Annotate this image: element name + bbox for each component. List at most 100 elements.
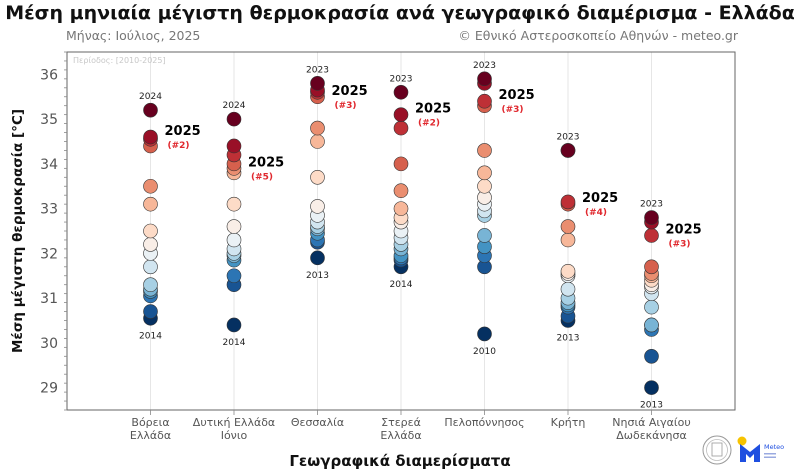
- min-year-label: 2013: [306, 271, 329, 281]
- y-tick-label: 32: [40, 246, 58, 262]
- highlight-year-label: 2025: [332, 84, 368, 99]
- data-point: [393, 183, 409, 199]
- max-year-label: 2024: [139, 92, 162, 102]
- data-point: [226, 317, 242, 333]
- data-point: [143, 277, 158, 293]
- x-tick-label: Βόρεια: [131, 416, 169, 429]
- rank-label: (#3): [502, 105, 524, 115]
- data-point: [477, 178, 492, 194]
- data-point: [560, 143, 576, 158]
- data-point: [310, 134, 325, 149]
- rank-label: (#2): [168, 141, 190, 151]
- data-point: [477, 326, 492, 342]
- x-axis-label: Γεωγραφικά διαμερίσματα: [289, 452, 510, 470]
- data-point: [560, 232, 576, 248]
- data-point: [477, 93, 492, 109]
- x-tick-label: Στερεά: [381, 416, 421, 429]
- data-point: [477, 143, 492, 158]
- x-tick-label: Ελλάδα: [380, 429, 421, 442]
- data-point: [560, 263, 576, 279]
- data-point: [310, 170, 325, 185]
- y-tick-label: 30: [40, 336, 58, 352]
- data-point: [226, 138, 242, 154]
- data-point: [143, 129, 158, 145]
- x-tick-label: Ιόνιο: [221, 429, 248, 442]
- data-point: [560, 281, 576, 297]
- data-point: [226, 232, 242, 248]
- min-year-label: 2014: [223, 338, 246, 348]
- x-tick-label: Δωδεκάνησα: [616, 429, 687, 442]
- rank-label: (#4): [585, 208, 607, 218]
- data-point: [226, 219, 242, 234]
- x-tick-label: Δυτική Ελλάδα: [193, 416, 275, 429]
- data-point: [393, 120, 409, 136]
- period-note: Περίοδος: [2010-2025]: [73, 56, 166, 65]
- highlight-year-label: 2025: [248, 155, 284, 170]
- x-tick-label: Θεσσαλία: [291, 416, 344, 429]
- max-year-label: 2023: [306, 65, 329, 75]
- highlight-year-label: 2025: [582, 191, 618, 206]
- y-tick-label: 31: [40, 291, 58, 307]
- min-year-label: 2014: [390, 280, 413, 290]
- min-year-label: 2010: [473, 347, 496, 357]
- data-point: [310, 120, 325, 136]
- data-point: [477, 228, 492, 243]
- data-point: [310, 199, 325, 214]
- data-point: [143, 223, 158, 239]
- x-tick-label: Ελλάδα: [130, 429, 171, 442]
- logos: Meteo: [702, 435, 784, 465]
- min-year-label: 2013: [640, 401, 663, 411]
- highlight-year-label: 2025: [499, 88, 535, 103]
- y-tick-label: 29: [40, 381, 58, 397]
- min-year-label: 2014: [139, 331, 162, 341]
- data-point: [560, 194, 576, 210]
- data-point: [143, 304, 158, 319]
- y-tick-label: 36: [40, 67, 58, 83]
- meteo-logo: Meteo: [737, 436, 784, 462]
- data-point: [644, 299, 659, 315]
- rank-label: (#3): [335, 101, 357, 111]
- data-point: [310, 76, 325, 91]
- data-point: [393, 156, 409, 172]
- data-point: [644, 317, 659, 333]
- data-point: [226, 268, 242, 284]
- y-tick-label: 35: [40, 112, 58, 128]
- rank-label: (#2): [418, 119, 440, 129]
- data-point: [143, 196, 158, 212]
- meteo-logo-text: Meteo: [764, 443, 784, 451]
- data-point: [310, 250, 325, 266]
- rank-label: (#3): [669, 239, 691, 249]
- x-tick-label: Πελοπόννησος: [444, 416, 524, 429]
- max-year-label: 2023: [557, 132, 580, 142]
- data-point: [393, 107, 409, 122]
- data-point: [226, 111, 242, 127]
- data-point: [560, 219, 576, 234]
- observatory-seal-logo: [702, 435, 732, 465]
- max-year-label: 2023: [390, 74, 413, 84]
- data-point: [393, 84, 409, 100]
- data-point: [143, 259, 158, 275]
- data-point: [143, 102, 158, 118]
- data-point: [143, 237, 158, 252]
- highlight-year-label: 2025: [165, 124, 201, 139]
- data-point: [644, 210, 659, 225]
- max-year-label: 2023: [473, 61, 496, 71]
- min-year-label: 2013: [557, 334, 580, 344]
- data-point: [644, 228, 659, 243]
- y-axis-label: Μέση μέγιστη θερμοκρασία [°C]: [10, 109, 26, 353]
- chart-title: Μέση μηνιαία μέγιστη θερμοκρασία ανά γεω…: [5, 2, 795, 24]
- data-point: [477, 71, 492, 87]
- data-point: [226, 196, 242, 212]
- x-tick-label: Νησιά Αιγαίου: [612, 416, 690, 429]
- copyright-subtitle: © Εθνικό Αστεροσκοπείο Αθηνών - meteo.gr: [458, 28, 738, 43]
- data-point: [393, 201, 409, 216]
- highlight-year-label: 2025: [666, 222, 702, 237]
- x-tick-label: Κρήτη: [551, 416, 586, 429]
- month-subtitle: Μήνας: Ιούλιος, 2025: [66, 28, 201, 43]
- y-tick-label: 33: [40, 202, 58, 218]
- rank-label: (#5): [251, 172, 273, 182]
- y-tick-label: 34: [40, 157, 58, 173]
- data-point: [477, 165, 492, 181]
- max-year-label: 2023: [640, 200, 663, 210]
